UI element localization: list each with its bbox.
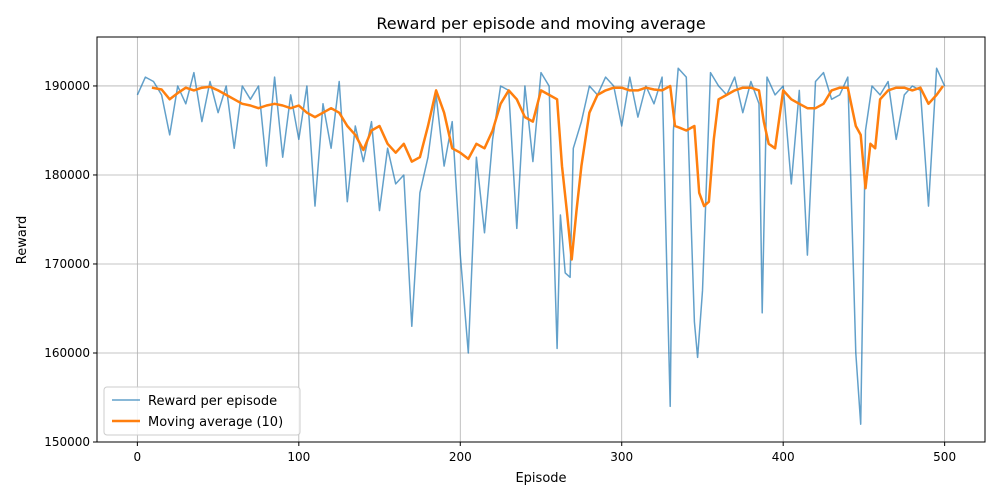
chart-title: Reward per episode and moving average bbox=[376, 14, 705, 33]
y-axis-label: Reward bbox=[15, 216, 30, 264]
x-tick-label: 500 bbox=[933, 450, 956, 464]
y-tick-label: 160000 bbox=[44, 346, 90, 360]
series-layer bbox=[136, 67, 946, 425]
x-tick-label: 0 bbox=[134, 450, 142, 464]
y-tick-label: 190000 bbox=[44, 79, 90, 93]
x-tick-label: 400 bbox=[772, 450, 795, 464]
y-tick-label: 180000 bbox=[44, 168, 90, 182]
y-tick-label: 170000 bbox=[44, 257, 90, 271]
legend-box bbox=[103, 386, 301, 436]
x-tick-label: 300 bbox=[610, 450, 633, 464]
legend-label-moving-average: Moving average (10) bbox=[148, 415, 283, 430]
reward-per-episode-line bbox=[136, 67, 946, 425]
moving-average-line bbox=[151, 84, 945, 261]
x-axis-label: Episode bbox=[515, 471, 566, 486]
axis-ticks: 0 100 200 300 400 500 150000 160000 170000 180000… bbox=[44, 79, 956, 464]
legend: Reward per episode Moving average (10) bbox=[103, 386, 301, 436]
x-tick-label: 200 bbox=[449, 450, 472, 464]
y-tick-label: 150000 bbox=[44, 435, 90, 449]
plot-area-frame bbox=[96, 36, 986, 443]
x-tick-label: 100 bbox=[287, 450, 310, 464]
legend-label-reward: Reward per episode bbox=[148, 394, 277, 409]
